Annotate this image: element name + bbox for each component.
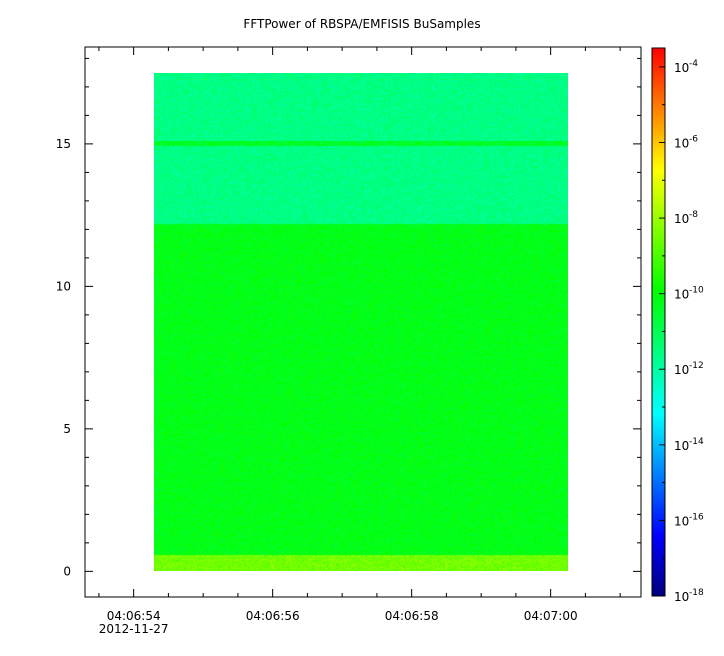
y-tick-label: 10 [56, 279, 71, 293]
colorbar-tick-exponent: -10 [689, 286, 704, 296]
colorbar-tick-exponent: -16 [689, 512, 704, 522]
x-axis: 04:06:54 04:06:56 04:06:58 04:07:00 2012-11-… [98, 47, 621, 636]
colorbar-tick-label: 10 [674, 61, 689, 75]
x-tick-label: 04:07:00 [524, 609, 578, 623]
x-tick-label: 04:06:56 [246, 609, 300, 623]
colorbar-tick-exponent: -6 [689, 134, 698, 144]
colorbar [651, 47, 666, 597]
y-axis: 0 5 10 15 [56, 57, 641, 578]
colorbar-tick-label: 10 [674, 439, 689, 453]
chart-title: FFTPower of RBSPA/EMFISIS BuSamples [243, 17, 481, 31]
spectrogram-image [154, 73, 568, 571]
spectrogram-image-container [154, 73, 568, 571]
colorbar-tick-label: 10 [674, 136, 689, 150]
y-tick-label: 5 [63, 422, 71, 436]
colorbar-tick-exponent: -18 [689, 588, 704, 598]
colorbar-tick-exponent: -4 [689, 59, 698, 69]
colorbar-tick-label: 10 [674, 212, 689, 226]
x-tick-label: 04:06:58 [385, 609, 439, 623]
colorbar-tick-exponent: -12 [689, 361, 704, 371]
x-date-label: 2012-11-27 [99, 622, 169, 636]
y-tick-label: 0 [63, 564, 71, 578]
x-tick-label: 04:06:54 [107, 609, 161, 623]
colorbar-tick-label: 10 [674, 590, 689, 604]
colorbar-tick-label: 10 [674, 363, 689, 377]
colorbar-tick-label: 10 [674, 514, 689, 528]
colorbar-tick-exponent: -14 [689, 437, 704, 447]
y-tick-label: 15 [56, 137, 71, 151]
colorbar-tick-label: 10 [674, 288, 689, 302]
colorbar-tick-exponent: -8 [689, 210, 698, 220]
